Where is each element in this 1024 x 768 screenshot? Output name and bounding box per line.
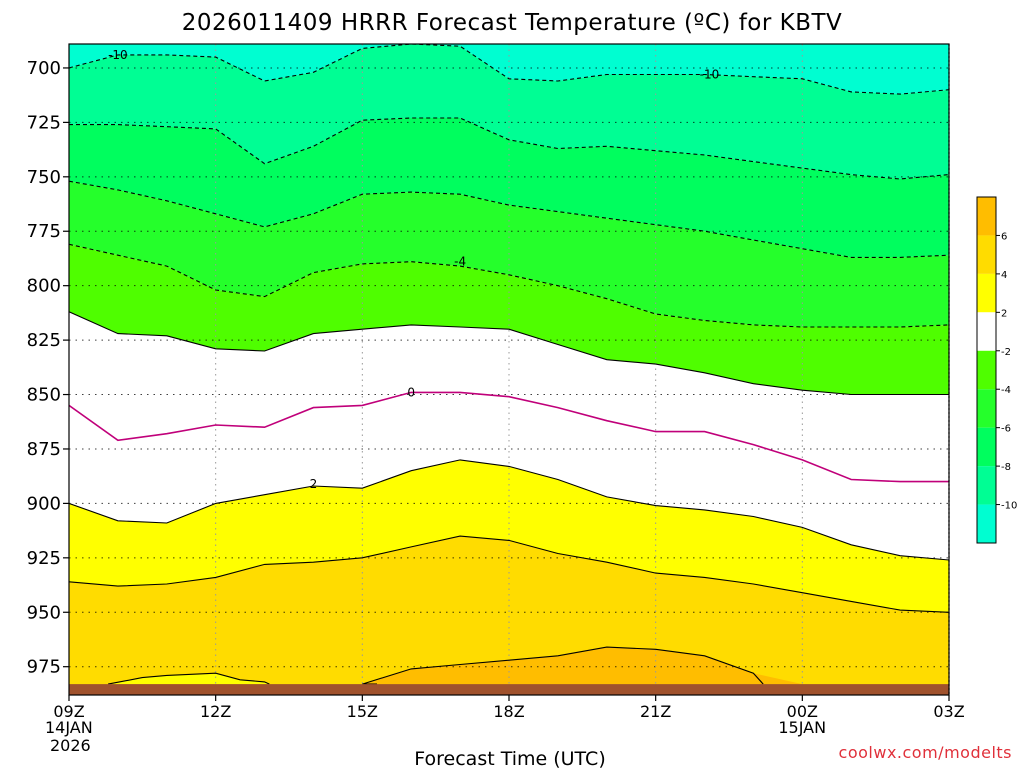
contour-line-minus-6 [69, 180, 949, 258]
ground-surface [69, 684, 949, 695]
contour-label-1: -10 [700, 67, 720, 81]
credit-text: coolwx.com/modelts [839, 743, 1012, 762]
band-2-to-4-small-pocket [108, 673, 270, 685]
y-tick-label-700: 700 [27, 58, 61, 79]
contour-line-4-small-pocket [107, 672, 270, 685]
contour-label-4: 2 [310, 477, 318, 491]
x-tick-label-18Z: 18Z [493, 702, 524, 721]
colorbar-label-2: 2 [1001, 308, 1007, 319]
y-axis: 700 725 750 775 800 825 850 875 900 925 950 975 [27, 58, 69, 678]
colorbar-label-3: -2 [1001, 347, 1011, 358]
chart-title: 2026011409 HRRR Forecast Temperature (ºC… [182, 10, 843, 36]
colorbar-label-0: 6 [1001, 231, 1007, 242]
colorbar-label-1: 4 [1001, 270, 1007, 281]
colorbar-swatch-1 [977, 235, 996, 274]
colorbar-swatch-3 [977, 312, 996, 351]
contour-line-6 [362, 646, 764, 685]
contour-label-0: -10 [108, 48, 128, 62]
contour-line-4 [69, 535, 949, 613]
colorbar-label-7: -10 [1001, 501, 1017, 512]
x-date-label-14JAN: 14JAN [45, 718, 93, 737]
colorbar-swatch-2 [977, 273, 996, 313]
contour-line-minus-2 [69, 311, 949, 396]
contour-line-minus-4 [69, 243, 949, 328]
contour-line-minus-8 [69, 117, 949, 180]
band-2-to-4 [69, 459, 949, 613]
y-tick-label-875: 875 [27, 439, 61, 460]
colorbar-swatch-0 [977, 197, 996, 236]
x-tick-label-21Z: 21Z [640, 702, 671, 721]
plot-area: -10 -10 -4 0 2 [68, 43, 950, 696]
x-tick-label-03Z: 03Z [933, 702, 964, 721]
y-tick-label-925: 925 [27, 548, 61, 569]
y-tick-label-775: 775 [27, 221, 61, 242]
x-year-label: 2026 [50, 736, 91, 755]
contour-line-minus-10 [69, 44, 949, 95]
y-tick-label-975: 975 [27, 657, 61, 678]
colorbar-swatch-6 [977, 427, 996, 467]
x-axis-label: Forecast Time (UTC) [414, 748, 605, 768]
y-tick-label-950: 950 [27, 602, 61, 623]
colorbar-label-5: -6 [1001, 424, 1011, 435]
colorbar-swatch-5 [977, 389, 996, 428]
contour-label-3: 0 [407, 385, 415, 399]
colorbar-swatch-4 [977, 350, 996, 390]
contour-line-0 [69, 391, 949, 483]
x-date-label-15JAN: 15JAN [778, 718, 826, 737]
band-below-minus-10 [69, 44, 949, 95]
contour-label-2: -4 [454, 255, 466, 269]
x-tick-label-09Z: 09Z [53, 702, 84, 721]
y-tick-label-725: 725 [27, 112, 61, 133]
x-tick-label-00Z: 00Z [787, 702, 818, 721]
band-4-to-6 [69, 536, 949, 695]
contour-line-2 [69, 459, 949, 561]
x-tick-label-15Z: 15Z [347, 702, 378, 721]
plot-content: -10 -10 -4 0 2 [69, 44, 949, 695]
colorbar-swatch-8 [977, 504, 996, 543]
y-tick-label-750: 750 [27, 167, 61, 188]
y-tick-label-825: 825 [27, 330, 61, 351]
colorbar-label-4: -4 [1001, 385, 1011, 396]
x-tick-label-12Z: 12Z [200, 702, 231, 721]
y-tick-label-850: 850 [27, 385, 61, 406]
y-tick-label-900: 900 [27, 493, 61, 514]
colorbar-frame [976, 196, 997, 544]
grid [69, 44, 949, 695]
colorbar-legend: 6 4 2 -2 -4 -6 -8 -10 [976, 196, 1017, 544]
colorbar-swatch-7 [977, 466, 996, 505]
y-tick-label-800: 800 [27, 276, 61, 297]
colorbar-label-6: -8 [1001, 462, 1011, 473]
